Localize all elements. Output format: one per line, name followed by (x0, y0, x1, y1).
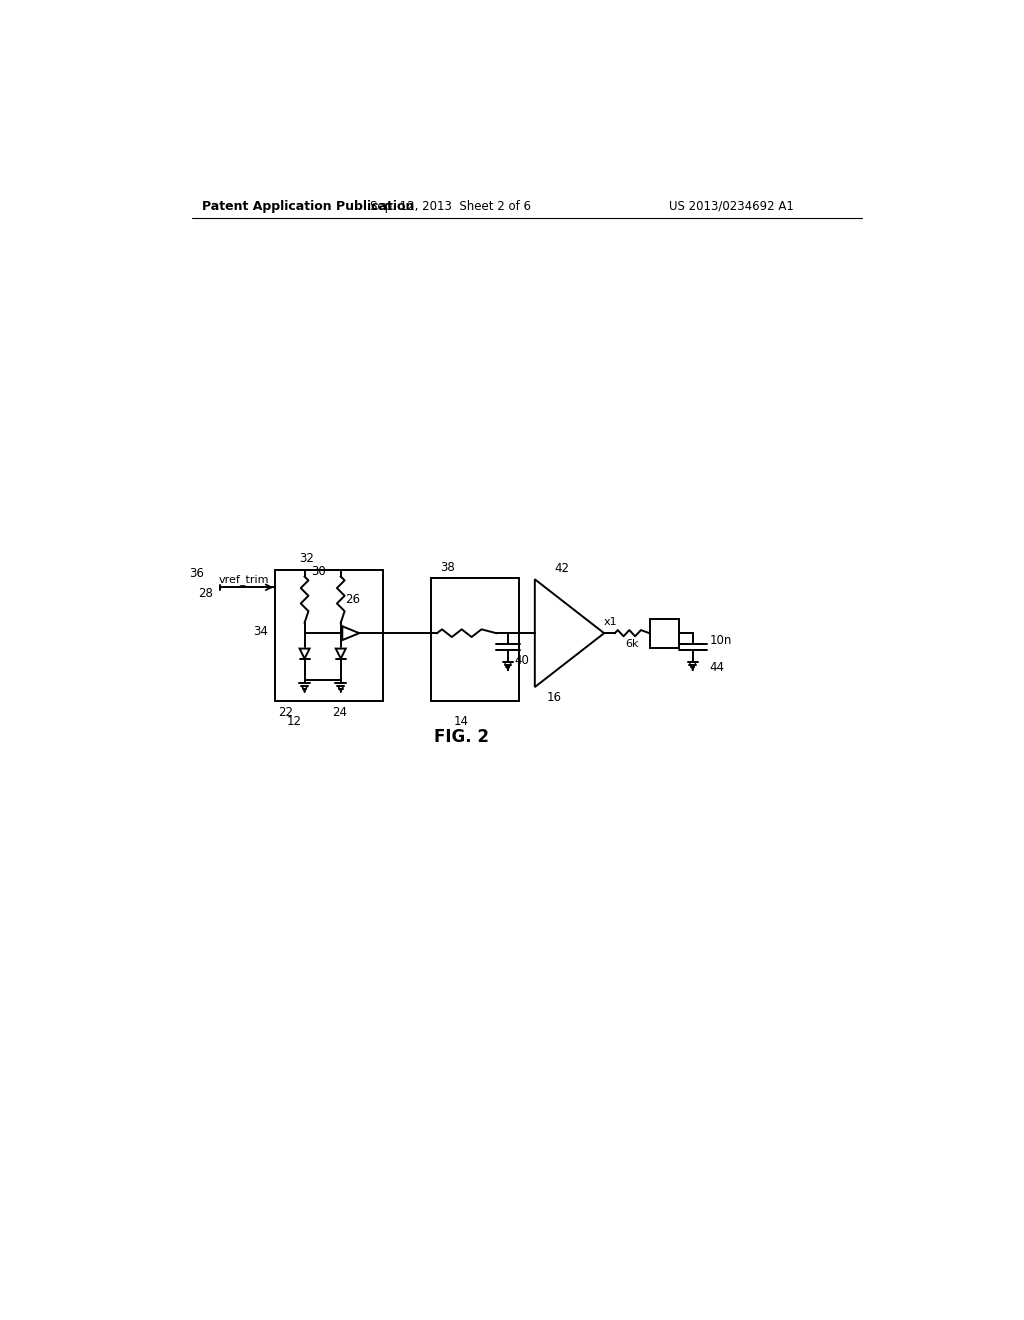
Polygon shape (300, 648, 309, 659)
Bar (649, 619, 679, 648)
Text: Patent Application Publication: Patent Application Publication (202, 199, 415, 213)
Text: Sep. 12, 2013  Sheet 2 of 6: Sep. 12, 2013 Sheet 2 of 6 (370, 199, 530, 213)
Text: 36: 36 (189, 566, 204, 579)
Text: 16: 16 (547, 692, 561, 705)
Text: 28: 28 (199, 587, 213, 601)
Text: 30: 30 (311, 565, 326, 578)
Text: x1: x1 (603, 618, 617, 627)
Polygon shape (342, 626, 359, 640)
Text: 42: 42 (554, 562, 569, 576)
Text: 22: 22 (279, 705, 294, 718)
Text: 26: 26 (345, 593, 360, 606)
Polygon shape (336, 648, 346, 659)
Text: 10n: 10n (710, 635, 732, 647)
Text: 32: 32 (299, 552, 314, 565)
Text: 14: 14 (455, 714, 469, 727)
Text: 12: 12 (287, 714, 302, 727)
Bar (275, 570, 383, 701)
Text: 34: 34 (253, 626, 267, 638)
Text: 6k: 6k (625, 639, 639, 649)
Text: 44: 44 (710, 660, 725, 673)
Polygon shape (535, 579, 604, 688)
Text: 40: 40 (514, 655, 529, 668)
Text: US 2013/0234692 A1: US 2013/0234692 A1 (669, 199, 794, 213)
Text: FIG. 2: FIG. 2 (434, 729, 489, 746)
Text: 38: 38 (440, 561, 456, 574)
Text: vref_trim: vref_trim (218, 574, 269, 585)
Text: 24: 24 (332, 705, 347, 718)
Bar (431, 578, 519, 701)
